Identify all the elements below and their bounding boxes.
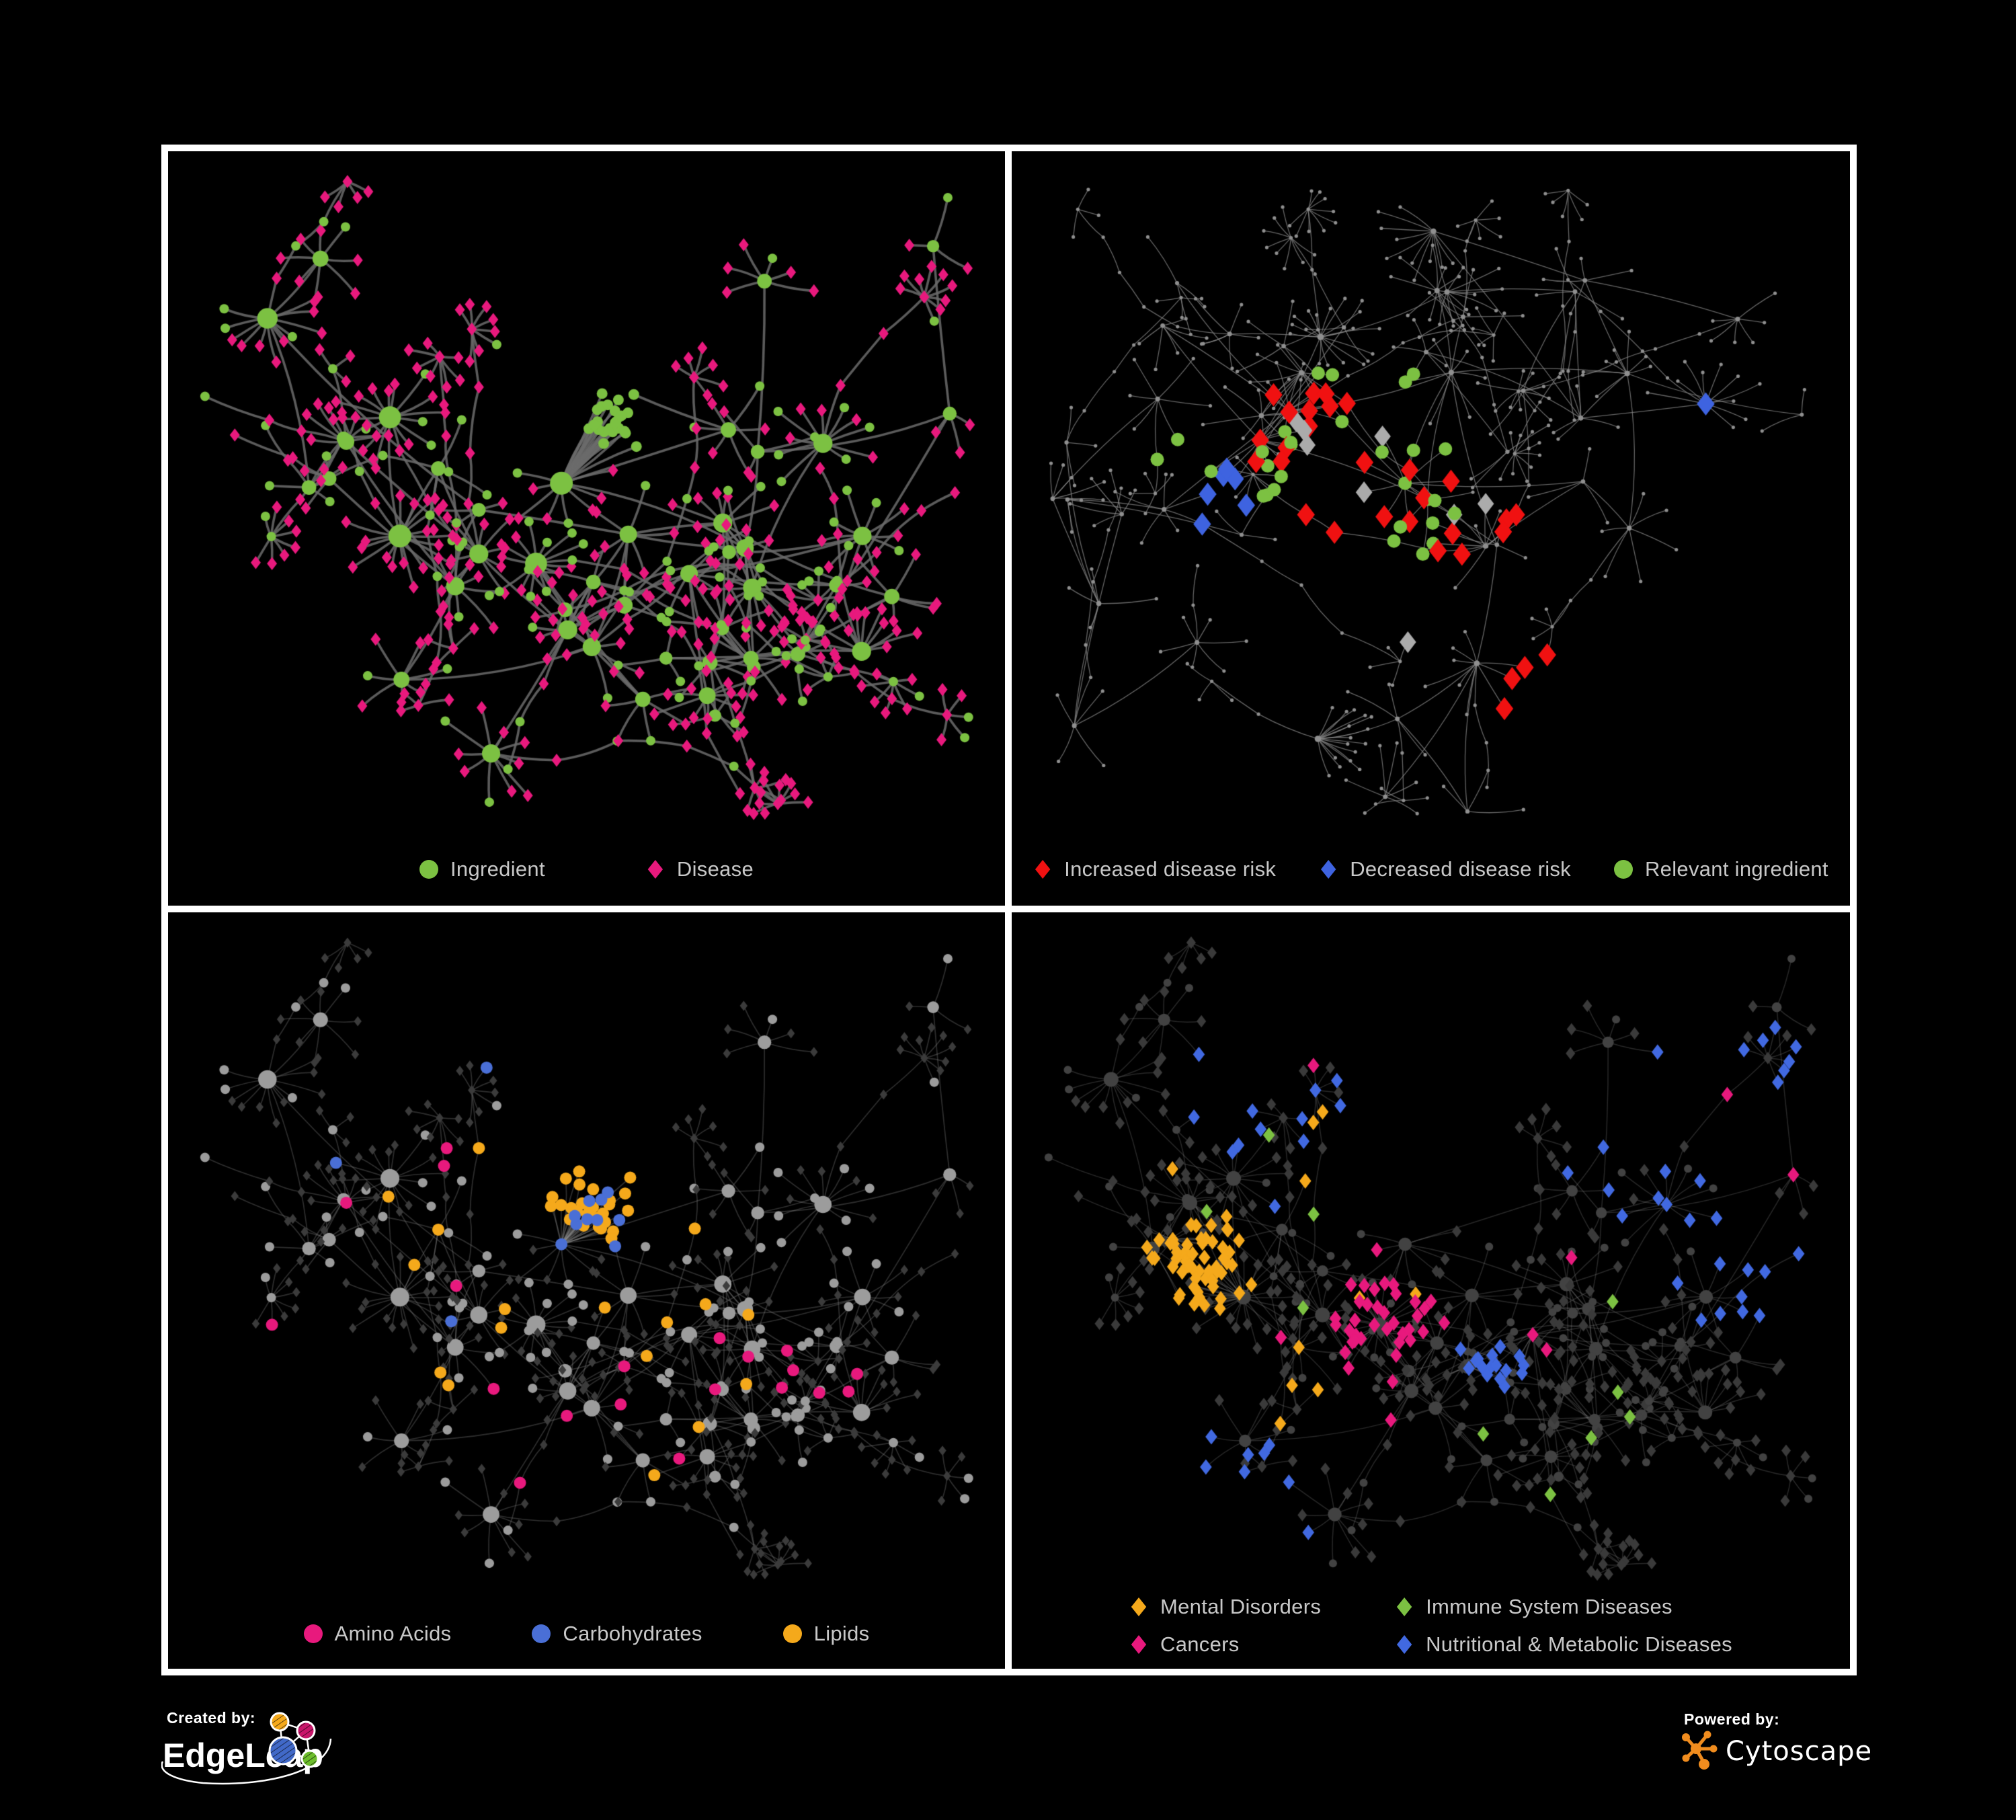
panel-ingredient-disease: Ingredient Disease	[161, 145, 1012, 912]
relevant-ingredient-marker-icon	[1614, 860, 1633, 879]
legend-label: Carbohydrates	[563, 1622, 702, 1645]
legend-label: Cancers	[1160, 1632, 1240, 1656]
legend-nutrient-class: Amino Acids Carbohydrates Lipids	[168, 1622, 1005, 1646]
decreased-risk-marker-icon	[1320, 860, 1336, 879]
amino-acids-marker-icon	[303, 1624, 323, 1643]
panel-nutrient-class: Amino Acids Carbohydrates Lipids	[161, 906, 1012, 1675]
network-canvas-disease-category	[1012, 912, 1850, 1669]
created-by-block: Created by: EdgeLeap	[161, 1697, 538, 1818]
legend-ingredient-disease: Ingredient Disease	[168, 857, 1005, 881]
legend-label: Disease	[676, 857, 754, 881]
panel-disease-category: Mental Disorders Cancers Immune System D…	[1005, 906, 1857, 1675]
legend-label: Nutritional & Metabolic Diseases	[1426, 1632, 1732, 1656]
nutritional-metabolic-marker-icon	[1396, 1635, 1412, 1654]
legend-label: Ingredient	[450, 857, 545, 881]
legend-item-decreased-risk: Decreased disease risk	[1319, 857, 1571, 881]
lipids-marker-icon	[782, 1624, 802, 1643]
legend-label: Amino Acids	[334, 1622, 452, 1645]
legend-label: Relevant ingredient	[1645, 857, 1828, 881]
legend-disease-risk: Increased disease risk Decreased disease…	[1012, 857, 1850, 881]
legend-label: Lipids	[813, 1622, 870, 1645]
legend-disease-category: Mental Disorders Cancers Immune System D…	[1012, 1595, 1850, 1657]
network-canvas-disease-risk	[1012, 151, 1850, 906]
legend-item-carbohydrates: Carbohydrates	[532, 1622, 702, 1646]
legend-item-disease: Disease	[646, 857, 754, 881]
legend-item-amino-acids: Amino Acids	[303, 1622, 452, 1646]
created-by-label: Created by:	[167, 1709, 256, 1727]
cancers-marker-icon	[1131, 1635, 1147, 1654]
legend-item-immune-system-diseases: Immune System Diseases	[1395, 1595, 1732, 1619]
panel-disease-risk: Increased disease risk Decreased disease…	[1005, 145, 1857, 912]
powered-by-label: Powered by:	[1684, 1710, 1780, 1728]
legend-label: Mental Disorders	[1160, 1595, 1322, 1618]
legend-item-lipids: Lipids	[782, 1622, 870, 1646]
powered-by-block: Powered by: Cytoscape	[1670, 1697, 1886, 1784]
increased-risk-marker-icon	[1035, 860, 1051, 879]
network-canvas-ingredient-disease	[168, 151, 1005, 906]
legend-item-cancers: Cancers	[1129, 1632, 1321, 1657]
legend-item-nutritional-metabolic-diseases: Nutritional & Metabolic Diseases	[1395, 1632, 1732, 1657]
cytoscape-icon	[1682, 1731, 1718, 1770]
legend-item-relevant-ingredient: Relevant ingredient	[1614, 857, 1828, 881]
edgeleap-logo-icon	[161, 1712, 332, 1785]
legend-label: Decreased disease risk	[1350, 857, 1571, 881]
legend-item-increased-risk: Increased disease risk	[1033, 857, 1276, 881]
legend-item-ingredient: Ingredient	[419, 857, 545, 881]
mental-disorders-marker-icon	[1131, 1597, 1147, 1616]
network-canvas-nutrient-class	[168, 912, 1005, 1669]
disease-marker-icon	[647, 860, 663, 879]
legend-label: Increased disease risk	[1064, 857, 1277, 881]
legend-item-mental-disorders: Mental Disorders	[1129, 1595, 1321, 1619]
carbohydrates-marker-icon	[532, 1624, 551, 1643]
immune-system-marker-icon	[1396, 1597, 1412, 1616]
ingredient-marker-icon	[419, 860, 438, 879]
legend-label: Immune System Diseases	[1426, 1595, 1672, 1618]
cytoscape-wordmark: Cytoscape	[1726, 1736, 1873, 1767]
